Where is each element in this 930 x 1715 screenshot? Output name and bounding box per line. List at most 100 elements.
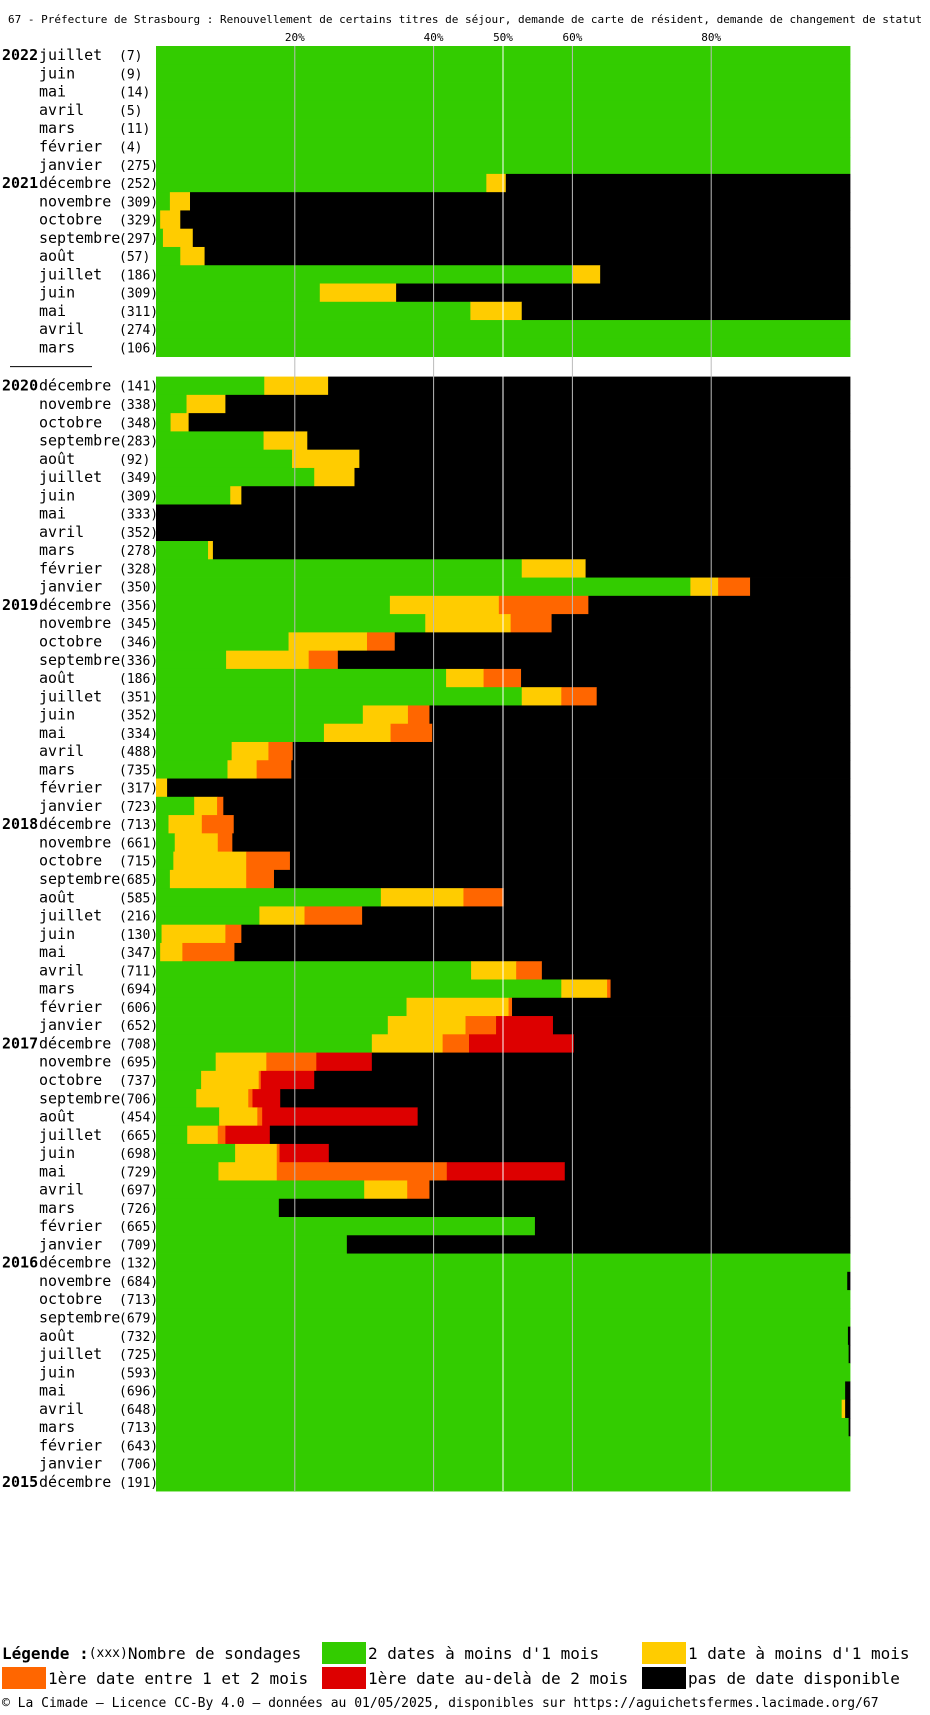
bar-segment-b: [233, 815, 851, 834]
count-label: (732): [119, 1330, 158, 1345]
bar-segment-b: [552, 1016, 851, 1035]
bar-segment-b: [212, 541, 851, 560]
bar-segment-b: [192, 228, 851, 248]
bar-segment-y: [180, 246, 205, 266]
month-label: mars: [39, 119, 75, 137]
bar-segment-y: [380, 888, 464, 907]
count-label: (711): [119, 964, 158, 979]
legend-label-yellow: 1 date à moins d'1 mois: [688, 1643, 910, 1663]
count-label: (274): [119, 323, 158, 338]
bar-segment-y: [170, 413, 190, 432]
bar-segment-b: [521, 668, 851, 688]
bar-segment-g: [156, 467, 315, 487]
count-label: (737): [119, 1074, 158, 1089]
x-tick-label: 80%: [701, 31, 721, 44]
bar-segment-o: [182, 942, 235, 962]
bar-segment-g: [156, 1070, 202, 1090]
count-label: (696): [119, 1385, 158, 1400]
bar-segment-g: [156, 173, 487, 193]
bar-segment-o: [407, 1180, 430, 1200]
bar-segment-y: [231, 741, 269, 761]
bar-segment-g: [156, 376, 265, 396]
bar-segment-b: [610, 979, 851, 999]
bar-segment-g: [156, 906, 260, 926]
count-label: (729): [119, 1165, 158, 1180]
month-label: avril: [39, 523, 84, 541]
bar-segment-o: [276, 1143, 280, 1163]
bar-segment-b: [503, 888, 851, 907]
count-label: (309): [119, 489, 158, 504]
bar-segment-o: [266, 1052, 317, 1072]
bar-segment-r: [496, 1016, 554, 1035]
bar-segment-o: [516, 961, 543, 980]
bar-segment-b: [232, 833, 851, 853]
count-label: (713): [119, 1421, 158, 1436]
bar-segment-b: [241, 486, 851, 505]
bar-segment-y: [323, 723, 391, 743]
bar-segment-g: [156, 741, 233, 761]
bar-segment-r: [260, 1070, 315, 1090]
bar-segment-b: [394, 632, 851, 652]
bar-segment-g: [156, 1125, 188, 1145]
bar-segment-o: [442, 1034, 470, 1053]
bar-segment-y: [201, 1070, 260, 1090]
month-label: novembre: [39, 395, 111, 413]
bar-segment-g: [156, 1162, 219, 1181]
legend-item-black: pas de date disponible: [642, 1667, 900, 1689]
count-label: (454): [119, 1111, 158, 1126]
count-label: (334): [119, 727, 158, 742]
count-label: (352): [119, 526, 158, 541]
bar-segment-b: [521, 301, 851, 321]
bar-segment-b: [417, 1107, 851, 1127]
bar-segment-y: [362, 705, 409, 725]
month-label: novembre: [39, 833, 111, 851]
bar-segment-b: [328, 376, 851, 396]
month-label: août: [39, 247, 75, 265]
month-label: décembre: [39, 1034, 111, 1052]
bar-segment-g: [156, 1399, 843, 1419]
bar-segment-g: [156, 1235, 348, 1254]
bar-segment-r: [279, 1143, 330, 1163]
legend-swatch-yellow: [642, 1642, 686, 1664]
bar-segment-y: [690, 577, 719, 597]
month-label: avril: [39, 961, 84, 979]
month-label: octobre: [39, 211, 102, 229]
count-label: (14): [119, 86, 150, 101]
month-label: janvier: [39, 1016, 102, 1034]
month-label: avril: [39, 101, 84, 119]
bar-segment-o: [510, 614, 552, 633]
bar-segment-o: [225, 924, 242, 944]
count-label: (130): [119, 928, 158, 943]
bar-segment-g: [156, 265, 573, 284]
count-label: (309): [119, 287, 158, 302]
count-label: (5): [119, 104, 142, 119]
bar-segment-g: [156, 1143, 236, 1163]
bar-segment-b: [588, 595, 851, 615]
bar-segment-g: [156, 1326, 849, 1346]
bar-segment-y: [161, 924, 226, 944]
month-label: juillet: [39, 1345, 102, 1363]
bar-segment-o: [366, 632, 396, 652]
month-label: mars: [39, 980, 75, 998]
bar-segment-g: [156, 833, 176, 853]
bar-segment-y: [446, 668, 484, 688]
count-label: (132): [119, 1257, 158, 1272]
bar-segment-g: [156, 559, 523, 578]
count-label: (652): [119, 1019, 158, 1034]
bar-segment-b: [225, 394, 851, 414]
count-label: (695): [119, 1056, 158, 1071]
bar-segment-y: [259, 906, 305, 926]
count-label: (338): [119, 398, 158, 413]
bar-segment-g: [156, 283, 321, 303]
month-label: août: [39, 1108, 75, 1126]
month-label: mai: [39, 943, 66, 961]
month-label: juin: [39, 64, 75, 82]
count-label: (488): [119, 745, 158, 760]
bar-segment-o: [268, 741, 294, 761]
count-label: (726): [119, 1202, 158, 1217]
bar-segment-b: [354, 467, 851, 487]
bar-segment-g: [156, 979, 562, 999]
bar-segment-y: [288, 632, 368, 652]
bar-segment-o: [276, 1162, 448, 1181]
bar-segment-o: [465, 1016, 497, 1035]
